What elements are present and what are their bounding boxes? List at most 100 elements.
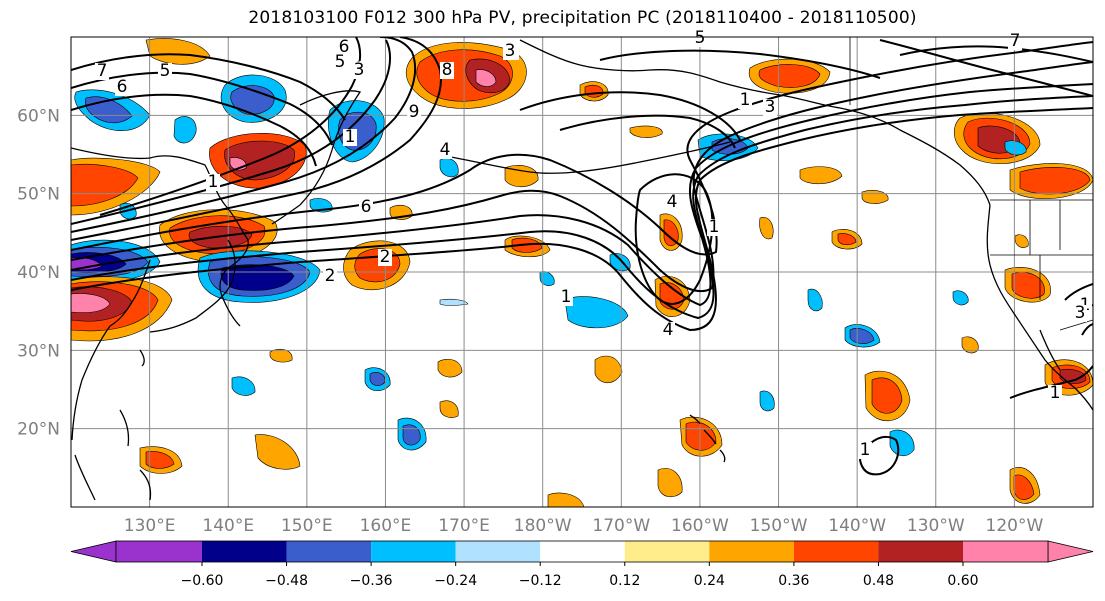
pos-anomaly-region	[1014, 234, 1029, 248]
kamchatka-coastline	[299, 90, 362, 206]
lon-tick-label: 180°W	[514, 516, 572, 536]
pv-contour-line	[879, 39, 1093, 97]
contour-label-bg	[343, 129, 357, 146]
contour-label-bg	[323, 268, 337, 285]
neg-anomaly-region	[759, 390, 775, 412]
contour-label: 5	[335, 52, 346, 72]
pos-anomaly-region	[799, 166, 843, 185]
pos-anomaly-region	[71, 293, 111, 314]
lat-tick-label: 20°N	[17, 420, 60, 440]
colorbar-bin	[963, 541, 1048, 562]
pos-anomaly-region	[758, 64, 821, 88]
lon-tick-label: 160°W	[671, 516, 729, 536]
pos-anomaly-region	[439, 400, 459, 418]
pos-anomaly-region	[71, 163, 139, 207]
lon-tick-label: 120°W	[986, 516, 1044, 536]
contour-label-bg	[738, 92, 752, 109]
pv-contour-line	[1009, 365, 1093, 399]
colorbar-bin	[878, 541, 963, 562]
contour-label: 2	[325, 266, 336, 286]
lat-tick-label: 50°N	[17, 185, 60, 205]
contour-label: 5	[695, 28, 706, 48]
pos-anomaly-region	[663, 219, 679, 247]
pv-contour-line	[71, 37, 417, 233]
contour-label-bg	[1073, 305, 1087, 322]
taiwan-coastline	[139, 349, 145, 367]
pv-contour-line	[599, 49, 881, 79]
lon-tick-label: 170°W	[592, 516, 650, 536]
lon-tick-label: 130°W	[907, 516, 965, 536]
lat-tick-label: 40°N	[17, 263, 60, 283]
longitude-labels: 130°E 140°E 150°E 160°E 170°E 180°W 170°W 160°W…	[124, 516, 1044, 536]
contour-label-bg	[661, 322, 675, 339]
pos-anomaly-region	[1019, 167, 1091, 195]
philippines-coastline	[119, 409, 152, 501]
neg-anomaly-region	[539, 271, 555, 286]
lon-tick-label: 150°W	[750, 516, 808, 536]
us-state-borders	[990, 200, 1093, 300]
japan-coastline	[149, 239, 236, 333]
contour-label: 3	[354, 60, 365, 80]
pv-contour-line	[71, 37, 442, 241]
lon-tick-label: 160°E	[360, 516, 412, 536]
colorbar-tick-label: −0.24	[434, 573, 477, 589]
pos-anomaly-region	[254, 434, 301, 470]
pv-contour-line	[71, 61, 1093, 293]
pos-anomaly-region	[145, 38, 211, 65]
contour-label: 7	[97, 61, 108, 81]
contour-label-bg	[440, 62, 454, 79]
pv-contour-line	[71, 93, 317, 167]
contour-label-bg	[95, 63, 109, 80]
na-west-coast	[986, 204, 1093, 411]
contour-label: 3	[765, 97, 776, 117]
lon-tick-label: 140°W	[828, 516, 886, 536]
neg-anomaly-region	[889, 429, 915, 457]
lon-tick-label: 130°E	[124, 516, 176, 536]
lat-tick-label: 30°N	[17, 341, 60, 361]
contour-label-bg	[693, 30, 707, 47]
pos-anomaly-region	[584, 84, 604, 98]
pos-anomaly-region	[504, 165, 539, 188]
neg-anomaly-region	[439, 158, 459, 178]
pv-contour-line	[71, 95, 1093, 320]
neg-anomaly-region	[231, 376, 256, 396]
contour-label-bg	[1048, 385, 1062, 402]
neg-anomaly-region	[439, 298, 469, 306]
contour-label: 5	[160, 61, 171, 81]
lon-tick-label: 170°E	[438, 516, 490, 536]
contour-label-bg	[763, 99, 777, 116]
lat-tick-label: 60°N	[17, 106, 60, 126]
contour-label-bg	[858, 442, 872, 459]
contour-label: 1	[561, 287, 572, 307]
contour-label-bg	[665, 194, 679, 211]
colorbar-bin	[709, 541, 794, 562]
kuril-islands	[271, 204, 301, 225]
us-mexico-border	[1059, 319, 1093, 331]
colorbar-tick-label: −0.12	[519, 573, 562, 589]
contour-label: 3	[505, 41, 516, 61]
colorbar-tick-label: 0.48	[863, 573, 894, 589]
pv-contour-line	[858, 435, 900, 476]
contour-label: 8	[442, 60, 453, 80]
pv-contour-line	[71, 107, 1093, 332]
colorbar-extend-low	[70, 540, 117, 563]
map-frame	[70, 36, 1094, 508]
pos-anomaly-region	[657, 468, 683, 498]
pv-contour-line	[71, 83, 1093, 307]
contour-label: 6	[339, 37, 350, 57]
contour-label: 7	[1010, 31, 1021, 51]
pv-contour-line	[559, 114, 736, 149]
neg-anomaly-region	[564, 296, 629, 329]
contour-label-bg	[115, 79, 129, 96]
neg-anomaly-region	[849, 328, 875, 344]
colorbar-bin	[371, 541, 456, 562]
pos-anomaly-region	[547, 492, 585, 507]
contour-label-bg	[337, 39, 351, 56]
colorbar-tick-label: 0.12	[609, 573, 640, 589]
colorbar-bin	[793, 541, 879, 562]
pos-anomaly-region	[511, 237, 543, 253]
contour-label: 1	[208, 172, 219, 192]
pv-contour-line	[71, 41, 1093, 256]
borders	[849, 37, 1093, 331]
